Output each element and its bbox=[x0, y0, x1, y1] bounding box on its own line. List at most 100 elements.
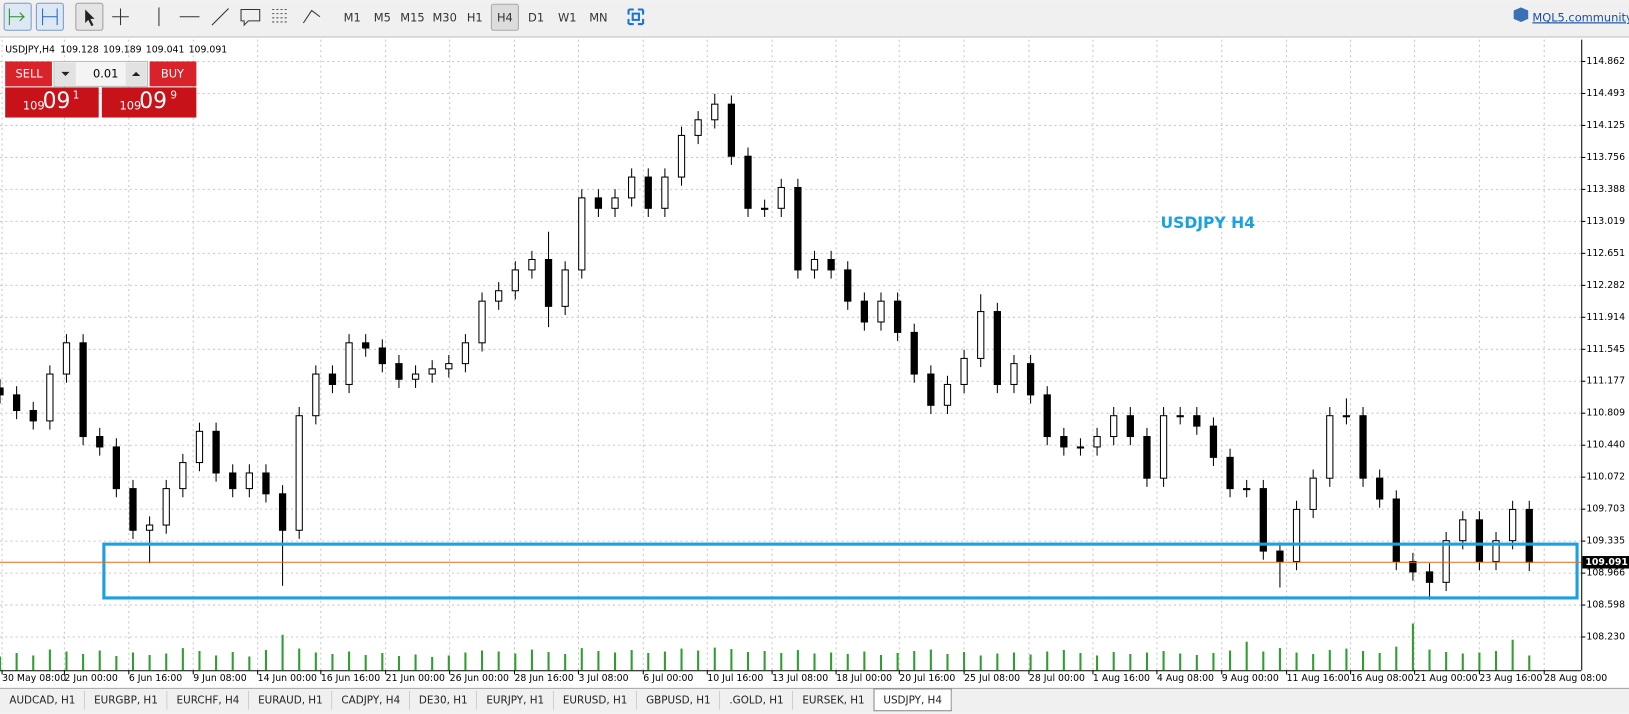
gann-button[interactable] bbox=[302, 9, 321, 24]
candle-body bbox=[295, 415, 303, 531]
volume-bar bbox=[131, 652, 135, 671]
tab-label[interactable]: AUDCAD, H1 bbox=[9, 694, 75, 706]
candle-body bbox=[1259, 488, 1267, 552]
buy-label[interactable]: BUY bbox=[161, 66, 184, 80]
candle-body bbox=[844, 269, 852, 302]
candle-body bbox=[544, 258, 553, 307]
y-tick-label: 108.230 bbox=[1586, 631, 1625, 642]
volume-bar bbox=[846, 653, 849, 671]
sell-label[interactable]: SELL bbox=[16, 66, 44, 80]
tab-background[interactable] bbox=[332, 688, 410, 711]
tab-background[interactable] bbox=[167, 688, 249, 711]
chart-tab[interactable]: EURAUD, H1 bbox=[248, 688, 333, 711]
candle-body bbox=[229, 472, 237, 490]
ask-box[interactable] bbox=[101, 87, 197, 118]
crosshair-button[interactable] bbox=[112, 8, 129, 26]
candle-body bbox=[245, 472, 253, 490]
timeframe-button[interactable]: MN bbox=[589, 10, 607, 24]
candle-body bbox=[927, 373, 935, 406]
tab-background[interactable] bbox=[720, 688, 794, 711]
tab-label[interactable]: EURCHF, H4 bbox=[177, 694, 240, 706]
tab-label[interactable]: EURJPY, H1 bbox=[486, 694, 544, 706]
chart-tab[interactable]: CADJPY, H4 bbox=[332, 688, 411, 711]
tab-label[interactable]: EURAUD, H1 bbox=[258, 694, 323, 706]
fibo-button[interactable] bbox=[272, 8, 289, 23]
candle-body bbox=[1060, 436, 1068, 448]
timeframe-button[interactable]: H1 bbox=[467, 10, 483, 24]
timeframe-button[interactable]: M1 bbox=[344, 10, 361, 24]
candle-body bbox=[129, 488, 137, 531]
x-tick-label: 9 Jun 08:00 bbox=[193, 673, 246, 684]
fullscreen-button[interactable] bbox=[627, 8, 645, 26]
chart-header: USDJPY,H4 109.128 109.189 109.041 109.091 bbox=[5, 45, 227, 56]
candle-body bbox=[1126, 415, 1134, 438]
tab-label[interactable]: EURSEK, H1 bbox=[802, 694, 864, 706]
timeframe-button[interactable]: D1 bbox=[528, 10, 544, 24]
tab-label[interactable]: EURUSD, H1 bbox=[563, 694, 628, 706]
buy-button[interactable] bbox=[149, 61, 197, 87]
header-ohlc-value: 109.091 bbox=[189, 45, 228, 56]
volume-bar bbox=[1511, 639, 1514, 671]
chart-tab[interactable]: EURUSD, H1 bbox=[553, 688, 638, 711]
candle-body bbox=[893, 300, 902, 333]
header-ohlc-value: 109.128 bbox=[60, 45, 99, 56]
axes: 114.862 114.493 114.125 113.756 113.388 113.0… bbox=[1, 56, 1625, 684]
volume-bar bbox=[314, 652, 317, 671]
x-tick-label: 21 Jun 00:00 bbox=[386, 673, 445, 684]
x-tick-label: 25 Jul 08:00 bbox=[964, 673, 1020, 684]
bid-box[interactable] bbox=[5, 87, 99, 118]
volume-bar bbox=[1278, 648, 1281, 671]
timeframe-button[interactable]: W1 bbox=[558, 10, 577, 24]
chart-tab[interactable]: AUDCAD, H1 bbox=[0, 688, 86, 711]
tab-background[interactable] bbox=[793, 688, 875, 711]
chart-tab[interactable]: GBPUSD, H1 bbox=[636, 688, 721, 711]
chart-tab[interactable]: DE30, H1 bbox=[409, 688, 478, 711]
candle-body bbox=[345, 342, 353, 385]
candle-body bbox=[711, 103, 719, 121]
tab-background[interactable] bbox=[248, 688, 333, 711]
candle-body bbox=[644, 176, 652, 209]
cursor-icon bbox=[85, 9, 95, 27]
volume-bar bbox=[447, 655, 450, 671]
candle-body bbox=[977, 311, 985, 359]
trendline-button[interactable] bbox=[211, 8, 229, 26]
tab-label[interactable]: GBPUSD, H1 bbox=[646, 694, 711, 706]
candle-body bbox=[827, 258, 835, 271]
tab-background[interactable] bbox=[409, 688, 477, 711]
timeframe-button[interactable]: M15 bbox=[400, 10, 424, 24]
chart-tab[interactable]: EURSEK, H1 bbox=[793, 688, 875, 711]
tab-background[interactable] bbox=[636, 688, 721, 711]
tab-label[interactable]: EURGBP, H1 bbox=[94, 694, 158, 706]
timeframe-button[interactable]: M30 bbox=[432, 10, 456, 24]
chart-tab[interactable]: EURGBP, H1 bbox=[84, 688, 168, 711]
tab-background[interactable] bbox=[476, 688, 554, 711]
tab-background[interactable] bbox=[0, 688, 85, 711]
candle-body bbox=[1376, 477, 1384, 500]
chart-tab[interactable]: USDJPY, H4 bbox=[873, 688, 952, 712]
candle-body bbox=[1292, 508, 1301, 563]
tab-label[interactable]: USDJPY, H4 bbox=[883, 694, 942, 706]
tab-label[interactable]: .GOLD, H1 bbox=[729, 694, 783, 706]
timeframe-button[interactable]: H4 bbox=[497, 10, 513, 24]
volume-bar bbox=[1195, 654, 1198, 671]
timeframe-button[interactable]: M5 bbox=[374, 10, 391, 24]
volume-bar bbox=[1179, 653, 1182, 671]
tab-background[interactable] bbox=[553, 688, 637, 711]
chart-tab[interactable]: EURCHF, H4 bbox=[167, 688, 250, 711]
tab-label[interactable]: CADJPY, H4 bbox=[341, 694, 400, 706]
volume-bar bbox=[680, 648, 683, 671]
candle-body bbox=[860, 300, 869, 323]
chart-tab[interactable]: .GOLD, H1 bbox=[720, 688, 794, 711]
text-label-button[interactable] bbox=[240, 8, 261, 27]
volume-bar bbox=[165, 653, 168, 671]
tab-label[interactable]: DE30, H1 bbox=[419, 694, 468, 706]
y-tick-label: 108.598 bbox=[1586, 600, 1625, 611]
chart-tabs: AUDCAD, H1 EURGBP, H1 EURCHF, H4 EURAUD, H1… bbox=[0, 688, 952, 712]
mql5-link[interactable]: MQL5.community bbox=[1532, 10, 1629, 24]
candle-body bbox=[661, 176, 669, 209]
sell-button[interactable] bbox=[5, 61, 52, 87]
tab-background[interactable] bbox=[84, 688, 168, 711]
header-ohlc-value: 109.189 bbox=[103, 45, 142, 56]
lot-value[interactable]: 0.01 bbox=[93, 66, 118, 80]
chart-tab[interactable]: EURJPY, H1 bbox=[476, 688, 555, 711]
